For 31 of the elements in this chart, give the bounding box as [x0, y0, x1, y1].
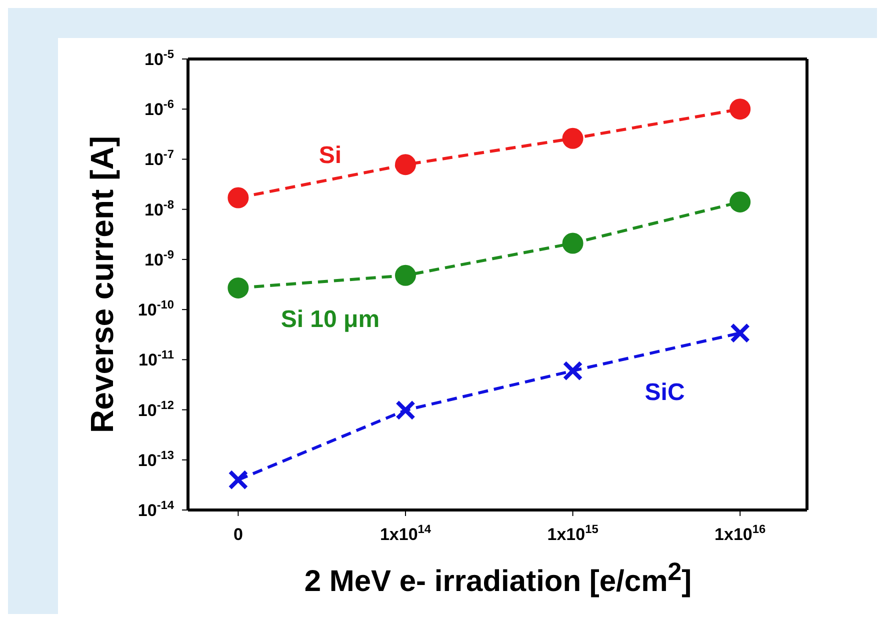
- x-tick-label: 1x10$^{16}$: [714, 522, 766, 544]
- point: [228, 470, 248, 490]
- y-tick-label: 10$^{-5}$: [144, 47, 174, 69]
- y-axis-title: Reverse current [A]: [84, 136, 120, 432]
- point: [562, 128, 584, 149]
- x-tick-label: 1x10$^{15}$: [547, 522, 599, 544]
- point: [562, 232, 584, 254]
- y-tick-label: 10$^{-9}$: [144, 247, 174, 270]
- x-axis-title: 2 MeV e- irradiation [e/cm$^{2}$]: [303, 558, 693, 599]
- y-tick-label: 10$^{-10}$: [138, 298, 174, 320]
- y-tick-label: 10$^{-8}$: [144, 197, 174, 220]
- series-label: SiC: [644, 378, 685, 406]
- y-tick-label: 10$^{-11}$: [138, 348, 174, 370]
- series-label: Si 10 μm: [280, 306, 380, 333]
- y-tick-label: 10$^{-6}$: [144, 97, 174, 120]
- y-tick-label: 10$^{-13}$: [138, 448, 174, 470]
- point: [562, 360, 583, 381]
- x-tick-label: 1x10$^{14}$: [380, 522, 432, 544]
- point: [228, 277, 249, 298]
- point: [228, 187, 249, 208]
- series-label: Si: [318, 142, 342, 169]
- x-tick-label: 0: [233, 525, 243, 544]
- y-tick-label: 10$^{-14}$: [138, 498, 174, 520]
- point: [394, 264, 416, 286]
- point: [395, 400, 416, 420]
- point: [730, 98, 751, 120]
- point: [394, 154, 416, 176]
- point: [730, 323, 750, 344]
- y-tick-label: 10$^{-7}$: [144, 147, 174, 170]
- point: [730, 192, 751, 213]
- y-tick-label: 10$^{-12}$: [138, 398, 174, 420]
